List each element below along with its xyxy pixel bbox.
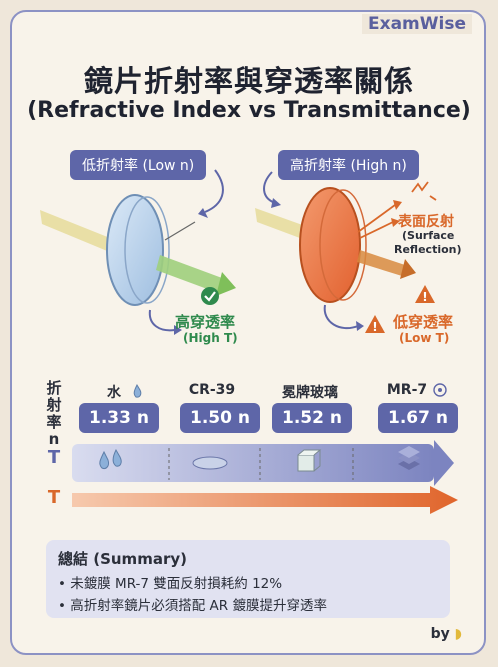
low-result-pointer-arrow [148, 309, 176, 332]
high-transmittance-en: (High T) [183, 331, 238, 345]
warning-icon [365, 315, 385, 333]
low-transmitted-beam [156, 255, 222, 293]
water-drop-icon [133, 383, 142, 398]
warning-icon-top [415, 285, 435, 303]
axis-char: n [48, 430, 60, 448]
row-symbol-transmittance: T [47, 487, 61, 508]
material-name-water: 水 [107, 385, 121, 401]
surface-reflection-en-line1: (Surface [402, 229, 455, 242]
svg-text:!: ! [372, 320, 377, 334]
brand-logo: ExamWise [362, 14, 472, 34]
summary-title: 總結 (Summary) [58, 550, 187, 568]
lens-disc-icon [192, 456, 228, 470]
check-icon [201, 287, 219, 305]
transmittance-arrow [72, 486, 458, 514]
high-lens-pointer-arrow [263, 171, 276, 204]
low-index-lens-group [40, 169, 236, 335]
summary-box: 總結 (Summary) • 未鍍膜 MR-7 雙面反射損耗約 12% • 高折… [46, 540, 450, 618]
reflection-glare-icon [411, 181, 429, 193]
index-value-crown-glass: 1.52 n [272, 403, 352, 433]
refractive-index-scale [72, 440, 454, 486]
high-index-lens-group: ! ! [255, 171, 437, 334]
index-scale-bar [72, 444, 434, 482]
axis-char: 折 [46, 379, 62, 397]
axis-char: 射 [46, 396, 62, 414]
banana-icon: ◗ [454, 626, 462, 642]
footer-by-text: by [430, 626, 450, 642]
surface-reflection-zh: 表面反射 [398, 214, 454, 230]
glass-cube-icon [297, 449, 322, 472]
high-index-lens [299, 187, 361, 303]
summary-item: • 未鍍膜 MR-7 雙面反射損耗約 12% [58, 576, 283, 592]
material-name-cr39: CR-39 [188, 382, 236, 398]
axis-label-refractive-index: 折 射 率 n [44, 380, 64, 448]
layers-icon [398, 446, 420, 470]
material-name-mr7: MR-7 [386, 382, 428, 398]
summary-item: • 高折射率鏡片必須搭配 AR 鍍膜提升穿透率 [58, 598, 327, 614]
low-lens-pointer-arrow [204, 169, 224, 213]
high-index-label: 高折射率 (High n) [278, 150, 419, 180]
low-index-label: 低折射率 (Low n) [70, 150, 207, 180]
low-incident-beam [40, 210, 112, 253]
footer-by: by ◗ [431, 626, 462, 642]
high-transmitted-beam [357, 250, 405, 276]
high-transmittance-zh: 高穿透率 [175, 313, 236, 331]
surface-reflection-en-line2: Reflection) [394, 243, 462, 256]
low-transmittance-en: (Low T) [399, 331, 450, 345]
atom-icon [433, 383, 447, 397]
title-chinese: 鏡片折射率與穿透率關係 [83, 64, 414, 98]
title-english: (Refractive Index vs Transmittance) [27, 98, 471, 123]
svg-text:!: ! [422, 290, 427, 304]
row-symbol-index: T [47, 447, 61, 468]
axis-char: 率 [46, 413, 62, 431]
index-value-mr7: 1.67 n [378, 403, 458, 433]
index-value-water: 1.33 n [79, 403, 159, 433]
high-result-pointer-arrow [323, 304, 359, 330]
low-transmittance-zh: 低穿透率 [393, 313, 454, 331]
material-name-crown-glass: 冕牌玻璃 [282, 385, 338, 401]
low-index-lens [106, 194, 164, 306]
index-value-cr39: 1.50 n [180, 403, 260, 433]
water-drop-icon-scale [99, 450, 109, 469]
